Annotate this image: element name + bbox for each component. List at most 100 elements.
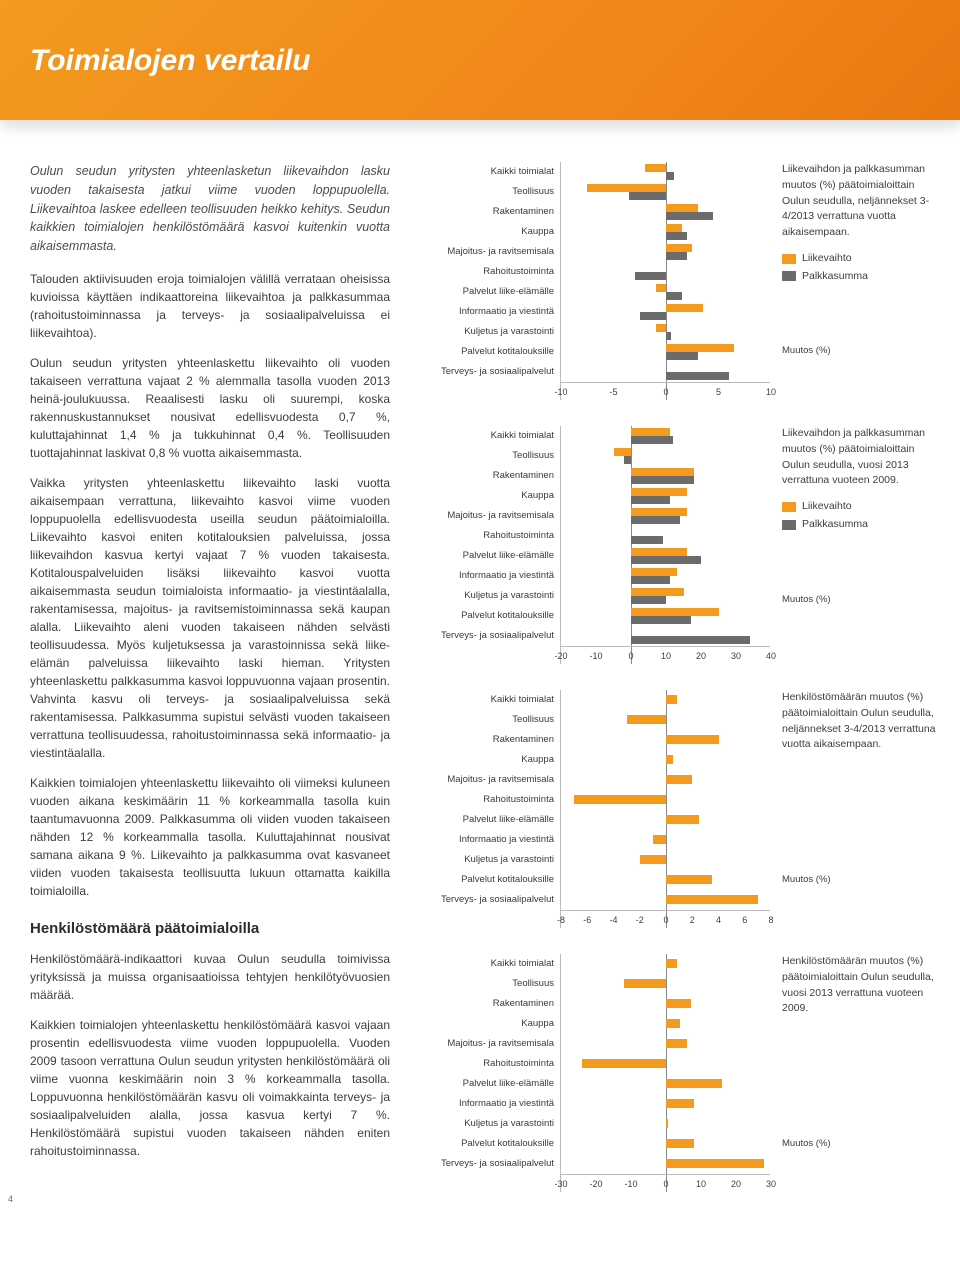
body-paragraph: Kaikkien toimialojen yhteenlaskettu liik… bbox=[30, 774, 390, 900]
chart-4-caption: Henkilöstömäärän muutos (%) päätoimialoi… bbox=[770, 954, 936, 1151]
chart-category-label: Rahoitustoiminta bbox=[410, 1054, 554, 1074]
chart-xtick: -10 bbox=[624, 1178, 637, 1192]
legend-label: Liikevaihto bbox=[802, 499, 852, 515]
chart-xtick: 10 bbox=[661, 650, 671, 664]
chart-row bbox=[561, 566, 770, 586]
chart-legend: Liikevaihto Palkkasumma bbox=[782, 499, 936, 533]
chart-body: Kaikki toimialatTeollisuusRakentaminenKa… bbox=[410, 954, 770, 1192]
chart-3: Kaikki toimialatTeollisuusRakentaminenKa… bbox=[410, 690, 770, 928]
chart-3-block: Kaikki toimialatTeollisuusRakentaminenKa… bbox=[410, 690, 936, 928]
chart-category-label: Majoitus- ja ravitsemisala bbox=[410, 506, 554, 526]
chart-plot: -10-50510 bbox=[560, 162, 770, 400]
legend-item: Palkkasumma bbox=[782, 269, 936, 285]
chart-row bbox=[561, 790, 770, 810]
chart-body: Kaikki toimialatTeollisuusRakentaminenKa… bbox=[410, 162, 770, 400]
chart-category-label: Teollisuus bbox=[410, 446, 554, 466]
chart-row bbox=[561, 1014, 770, 1034]
chart-plot: -20-10010203040 bbox=[560, 426, 770, 664]
chart-bar bbox=[666, 1159, 764, 1168]
chart-legend: Liikevaihto Palkkasumma bbox=[782, 251, 936, 285]
chart-row bbox=[561, 974, 770, 994]
legend-label: Palkkasumma bbox=[802, 517, 868, 533]
body-paragraph: Oulun seudun yritysten yhteenlaskettu li… bbox=[30, 354, 390, 462]
chart-bar bbox=[666, 815, 699, 824]
left-column: Oulun seudun yritysten yhteenlasketun li… bbox=[30, 162, 410, 1218]
chart-xtick: 4 bbox=[716, 914, 721, 928]
chart-xtick: 8 bbox=[768, 914, 773, 928]
body-paragraph: Talouden aktiivisuuden eroja toimialojen… bbox=[30, 270, 390, 342]
chart-xlabel: Muutos (%) bbox=[782, 1137, 936, 1151]
chart-xtick: 0 bbox=[663, 1178, 668, 1192]
chart-row bbox=[561, 282, 770, 302]
chart-bar bbox=[653, 835, 666, 844]
chart-bar bbox=[666, 332, 671, 340]
chart-bar bbox=[666, 172, 674, 180]
chart-row bbox=[561, 342, 770, 362]
chart-category-label: Kuljetus ja varastointi bbox=[410, 322, 554, 342]
chart-bar bbox=[627, 715, 666, 724]
chart-bar bbox=[631, 536, 663, 544]
chart-bar bbox=[666, 1019, 680, 1028]
chart-row bbox=[561, 1154, 770, 1174]
chart-category-label: Palvelut liike-elämälle bbox=[410, 546, 554, 566]
chart-row bbox=[561, 446, 770, 466]
chart-xlabel: Muutos (%) bbox=[782, 344, 936, 358]
chart-row bbox=[561, 362, 770, 382]
chart-category-label: Palvelut liike-elämälle bbox=[410, 282, 554, 302]
chart-row bbox=[561, 690, 770, 710]
chart-xlabel: Muutos (%) bbox=[782, 593, 936, 607]
chart-bar bbox=[666, 304, 703, 312]
chart-row bbox=[561, 626, 770, 646]
chart-bar bbox=[624, 456, 631, 464]
chart-2: Kaikki toimialatTeollisuusRakentaminenKa… bbox=[410, 426, 770, 664]
chart-bar bbox=[631, 488, 687, 496]
chart-bar bbox=[582, 1059, 666, 1068]
chart-bar bbox=[666, 1119, 668, 1128]
chart-bar bbox=[666, 875, 712, 884]
chart-labels: Kaikki toimialatTeollisuusRakentaminenKa… bbox=[410, 690, 560, 928]
chart-category-label: Kauppa bbox=[410, 1014, 554, 1034]
chart-xtick: 20 bbox=[731, 1178, 741, 1192]
chart-bar bbox=[666, 1099, 694, 1108]
chart-bar bbox=[631, 436, 673, 444]
chart-row bbox=[561, 466, 770, 486]
chart-row bbox=[561, 546, 770, 566]
chart-bar bbox=[666, 959, 677, 968]
chart-bar bbox=[631, 508, 687, 516]
chart-row bbox=[561, 242, 770, 262]
chart-category-label: Rakentaminen bbox=[410, 730, 554, 750]
chart-xaxis: -10-50510 bbox=[561, 382, 770, 400]
chart-xtick: 0 bbox=[663, 914, 668, 928]
chart-bar bbox=[624, 979, 666, 988]
chart-xtick: 2 bbox=[690, 914, 695, 928]
chart-xtick: -20 bbox=[554, 650, 567, 664]
chart-bar bbox=[631, 468, 694, 476]
chart-body: Kaikki toimialatTeollisuusRakentaminenKa… bbox=[410, 690, 770, 928]
chart-category-label: Palvelut kotitalouksille bbox=[410, 870, 554, 890]
chart-category-label: Rakentaminen bbox=[410, 466, 554, 486]
chart-row bbox=[561, 262, 770, 282]
chart-xaxis: -8-6-4-202468 bbox=[561, 910, 770, 928]
chart-category-label: Rakentaminen bbox=[410, 202, 554, 222]
chart-caption-text: Liikevaihdon ja palkkasumman muutos (%) … bbox=[782, 162, 936, 241]
legend-item: Liikevaihto bbox=[782, 499, 936, 515]
chart-caption-text: Henkilöstömäärän muutos (%) päätoimialoi… bbox=[782, 690, 936, 753]
chart-row bbox=[561, 994, 770, 1014]
chart-bar bbox=[631, 568, 677, 576]
chart-bar bbox=[666, 344, 734, 352]
chart-row bbox=[561, 222, 770, 242]
chart-row bbox=[561, 1054, 770, 1074]
chart-bar bbox=[666, 204, 698, 212]
chart-bar bbox=[629, 192, 666, 200]
chart-bar bbox=[631, 636, 750, 644]
chart-bar bbox=[666, 212, 713, 220]
chart-xtick: -4 bbox=[609, 914, 617, 928]
chart-row bbox=[561, 586, 770, 606]
chart-bar bbox=[666, 775, 692, 784]
chart-bar bbox=[631, 576, 670, 584]
chart-xtick: -8 bbox=[557, 914, 565, 928]
chart-category-label: Majoitus- ja ravitsemisala bbox=[410, 242, 554, 262]
page-header: Toimialojen vertailu bbox=[0, 0, 960, 120]
chart-bar bbox=[666, 372, 729, 380]
chart-plot: -30-20-100102030 bbox=[560, 954, 770, 1192]
